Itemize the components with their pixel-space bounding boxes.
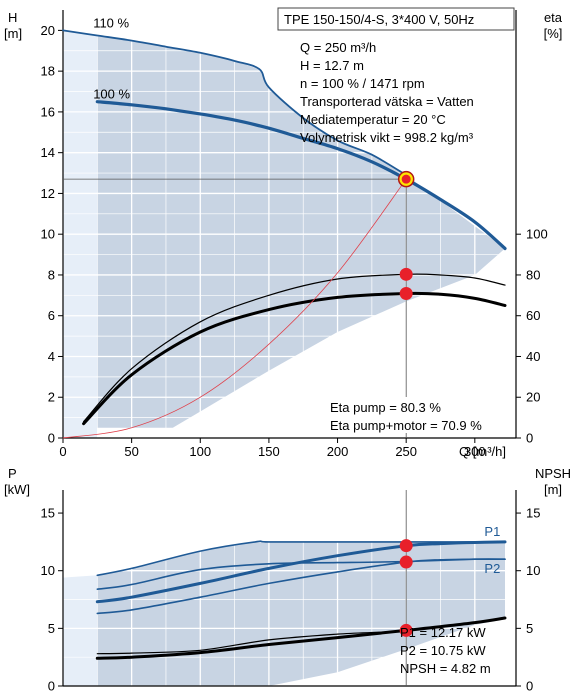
y-tick-label-left: 0 <box>48 431 55 446</box>
power-notes: P1 = 12.17 kW P2 = 10.75 kW NPSH = 4.82 … <box>400 625 491 676</box>
series-label: P1 <box>484 524 500 539</box>
x-tick-label: 50 <box>124 444 138 459</box>
series-line <box>95 540 507 604</box>
y-tick-label-right: 20 <box>526 390 540 405</box>
info-line: H = 12.7 m <box>300 58 364 73</box>
operating-point <box>399 555 413 569</box>
info-line: Q = 250 m³/h <box>300 40 376 55</box>
y-tick-label-right: 5 <box>526 621 533 636</box>
x-tick-label: 200 <box>327 444 349 459</box>
info-line: n = 100 % / 1471 rpm <box>300 76 425 91</box>
y-tick-label-left: 16 <box>41 104 55 119</box>
series-label: 100 % <box>93 87 130 102</box>
y-tick-label-left: 5 <box>48 621 55 636</box>
x-tick-label: 250 <box>395 444 417 459</box>
x-tick-label: 100 <box>189 444 211 459</box>
eta-notes-bg <box>325 397 510 433</box>
y-tick-label-right: 100 <box>526 227 548 242</box>
info-line: Transporterad vätska = Vatten <box>300 94 474 109</box>
series-line <box>95 100 507 251</box>
y-axis-label-right: eta <box>544 10 563 25</box>
y-tick-label-left: 15 <box>41 506 55 521</box>
series-line <box>96 540 506 577</box>
series-label: 110 % <box>93 15 129 30</box>
eta-note: Eta pump+motor = 70.9 % <box>330 418 482 433</box>
y-tick-label-left: 12 <box>41 186 55 201</box>
y-tick-label-right: 80 <box>526 267 540 282</box>
x-tick-label: 150 <box>258 444 280 459</box>
y-axis-label-left: P <box>8 466 17 481</box>
y-tick-label-left: 8 <box>48 267 55 282</box>
series-line <box>82 291 507 426</box>
operating-region <box>63 30 505 428</box>
power-note: P1 = 12.17 kW <box>400 625 486 640</box>
y-axis-label-right-unit: [m] <box>544 482 562 497</box>
y-tick-label-right: 10 <box>526 563 540 578</box>
power-note: NPSH = 4.82 m <box>400 661 491 676</box>
info-block: Q = 250 m³/h H = 12.7 m n = 100 % / 1471… <box>300 40 474 145</box>
series-line <box>95 616 507 660</box>
y-tick-label-right: 60 <box>526 308 540 323</box>
x-tick-label: 300 <box>464 444 486 459</box>
y-tick-label-left: 20 <box>41 23 55 38</box>
light-region <box>63 575 98 686</box>
operating-point <box>399 286 413 300</box>
series-line <box>62 178 407 439</box>
y-tick-label-left: 2 <box>48 390 55 405</box>
y-axis-label-left: H <box>8 10 17 25</box>
y-tick-label-right: 15 <box>526 506 540 521</box>
info-line: Mediatemperatur = 20 °C <box>300 112 446 127</box>
power-note: P2 = 10.75 kW <box>400 643 486 658</box>
x-axis-label: Q [m³/h] <box>459 444 506 459</box>
chart-title: TPE 150-150/4-S, 3*400 V, 50Hz <box>284 12 474 27</box>
y-axis-label-right: NPSH <box>535 466 571 481</box>
operating-point <box>401 174 411 184</box>
y-tick-label-right: 40 <box>526 349 540 364</box>
title-box <box>277 7 515 31</box>
y-tick-label-left: 10 <box>41 227 55 242</box>
y-tick-label-left: 18 <box>41 64 55 79</box>
series-line <box>83 273 506 423</box>
y-tick-label-left: 6 <box>48 308 55 323</box>
eta-note: Eta pump = 80.3 % <box>330 400 441 415</box>
y-axis-label-left-unit: [kW] <box>4 482 30 497</box>
y-tick-label-left: 10 <box>41 563 55 578</box>
y-tick-label-left: 14 <box>41 145 55 160</box>
y-axis-label-left-unit: [m] <box>4 26 22 41</box>
series-line <box>62 29 408 176</box>
y-tick-label-left: 4 <box>48 349 55 364</box>
y-tick-label-left: 0 <box>48 679 55 694</box>
power-npsh-plot: 0 5 10 15 0 5 10 15 P[kW] NPSH[m] P1 P2 <box>4 466 571 694</box>
y-axis-label-right-unit: [%] <box>544 26 563 41</box>
operating-point <box>399 267 413 281</box>
x-tick-label: 0 <box>59 444 66 459</box>
operating-point <box>399 539 413 553</box>
operating-point <box>399 623 413 637</box>
series-line <box>96 558 506 590</box>
info-line: Volymetrisk vikt = 998.2 kg/m³ <box>300 130 474 145</box>
eta-notes: Eta pump = 80.3 % Eta pump+motor = 70.9 … <box>325 397 510 433</box>
series-label: P2 <box>484 561 500 576</box>
y-tick-label-right: 0 <box>526 431 533 446</box>
y-tick-label-right: 0 <box>526 679 533 694</box>
